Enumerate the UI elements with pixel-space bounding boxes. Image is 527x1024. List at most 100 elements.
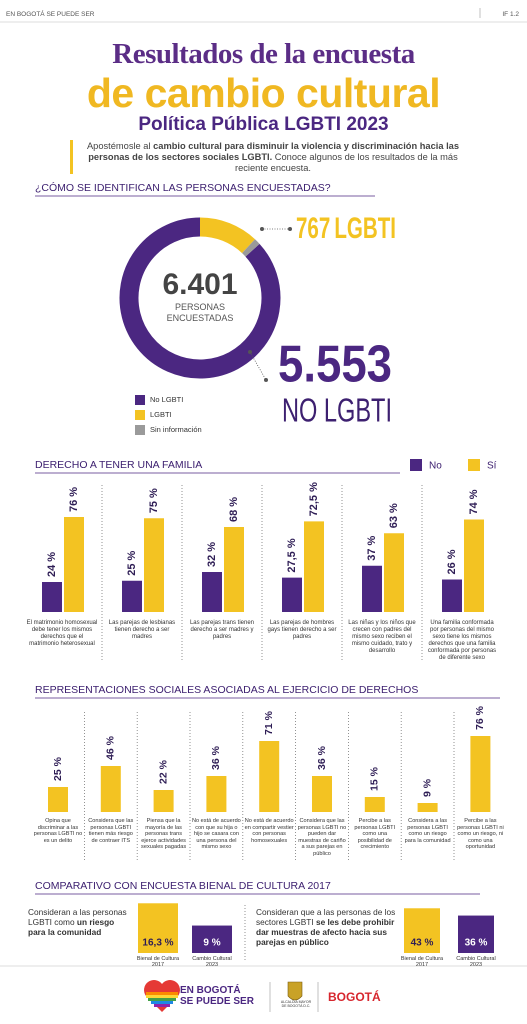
brand-tag: EN BOGOTÁ SE PUEDE SER xyxy=(6,11,95,18)
bar xyxy=(100,766,121,812)
value-label: 43 % xyxy=(411,938,434,949)
bogota-logo: BOGOTÁ xyxy=(328,990,381,1004)
value-label: 32 % xyxy=(206,542,218,567)
legend-label: Sí xyxy=(487,461,497,472)
value-label: 26 % xyxy=(446,549,458,574)
doc-code: IF 1.2 xyxy=(502,11,519,18)
category-label: Percibe a las personas LGBTI como una po… xyxy=(354,818,396,851)
value-label: 76 % xyxy=(68,487,80,512)
callout-dot xyxy=(248,350,252,354)
bar xyxy=(417,803,438,812)
value-label: 25 % xyxy=(126,550,138,575)
bar xyxy=(153,790,174,812)
bar xyxy=(458,915,494,953)
subtitle: Política Pública LGBTI 2023 xyxy=(138,114,389,135)
group-text: Consideran que a las personas de los sec… xyxy=(256,907,396,948)
legend-label: No xyxy=(429,461,442,472)
legend-label: Sin información xyxy=(150,425,202,434)
logo-line: SE PUEDE SER xyxy=(180,995,254,1007)
callout-line xyxy=(249,351,267,381)
category-label: Las parejas trans tienen derecho a ser m… xyxy=(189,620,255,641)
bar-label: Bienal de Cultura 2017 xyxy=(400,956,444,969)
category-label: Las parejas de hombres gays tienen derec… xyxy=(267,620,337,641)
category-label: Considera que las personas LGBTI no pued… xyxy=(297,818,347,857)
value-label: 9 % xyxy=(203,938,220,949)
bar xyxy=(202,572,222,612)
bar xyxy=(282,577,302,612)
bar-label: Cambio Cultural 2023 xyxy=(456,956,496,969)
value-label: 36 % xyxy=(316,745,328,770)
section-title: ¿CÓMO SE IDENTIFICAN LAS PERSONAS ENCUES… xyxy=(35,181,331,194)
callout-dot xyxy=(264,378,268,382)
value-label: 16,3 % xyxy=(142,938,173,949)
section-title: REPRESENTACIONES SOCIALES ASOCIADAS AL E… xyxy=(35,684,418,696)
value-label: 22 % xyxy=(157,759,169,784)
logo-line: EN BOGOTÁ xyxy=(180,985,241,996)
value-label: 36 % xyxy=(210,745,222,770)
group-text: Consideran a las personas LGBTI como un … xyxy=(28,907,130,938)
legend-label: No LGBTI xyxy=(150,395,183,404)
legend-swatch xyxy=(135,425,145,435)
category-label: Percibe a las personas LGBTI ni como un … xyxy=(457,818,504,851)
bar xyxy=(42,582,62,612)
value-label: 36 % xyxy=(465,938,488,949)
donut-slice xyxy=(199,217,256,254)
category-label: No está de acuerdo en compartir vestier … xyxy=(244,818,294,844)
value-label: 24 % xyxy=(46,552,58,577)
alcaldia: ALCALDÍA MAYOR DE BOGOTÁ D.C. xyxy=(280,1000,312,1008)
legend-swatch xyxy=(410,459,422,471)
category-label: Considera que las personas LGBTI tienen … xyxy=(88,818,134,844)
intro-part: cambio cultural para disminuir la violen… xyxy=(88,141,460,163)
value-label: 76 % xyxy=(474,705,486,730)
value-label: 72,5 % xyxy=(308,482,320,516)
category-label: No está de acuerdo con que su hija o hij… xyxy=(191,818,241,851)
category-label: Piensa que la mayoría de las personas tr… xyxy=(141,818,187,851)
text-part: un riesgo para la comunidad xyxy=(28,916,115,937)
callout: 767LGBTI xyxy=(296,212,396,245)
bar xyxy=(464,519,484,612)
footer-logo: EN BOGOTÁ SE PUEDE SER xyxy=(180,985,254,1007)
value-label: 68 % xyxy=(228,497,240,522)
heart-stripe xyxy=(151,1001,173,1004)
intro-accent xyxy=(70,140,73,174)
heart-stripe xyxy=(154,1004,170,1007)
bar xyxy=(224,527,244,612)
callout-text: LGBTI xyxy=(334,212,396,245)
bar xyxy=(259,741,280,812)
callout-dot xyxy=(288,227,292,231)
bar xyxy=(364,797,385,812)
legend-swatch xyxy=(135,395,145,405)
intro-part: Conoce algunos de los resultados de la m… xyxy=(235,152,458,174)
intro-part: Apostémosle al xyxy=(86,141,154,151)
bar-label: Bienal de Cultura 2017 xyxy=(136,956,180,969)
bar xyxy=(470,736,491,812)
category-label: Opina que discriminar a las personas LGB… xyxy=(33,818,83,844)
bar xyxy=(144,518,164,612)
donut-slice xyxy=(119,217,281,379)
center-label: PERSONAS ENCUESTADAS xyxy=(166,302,234,324)
donut-slice xyxy=(241,239,260,257)
category-label: Una familia conformada por personas del … xyxy=(427,620,497,662)
legend-swatch xyxy=(135,410,145,420)
callout-value: 767 xyxy=(296,212,330,245)
bar xyxy=(64,517,84,612)
category-label: Las parejas de lesbianas tienen derecho … xyxy=(108,620,176,641)
callout-dot xyxy=(260,227,264,231)
value-label: 71 % xyxy=(263,710,275,735)
intro: Apostémosle al cambio cultural para dism… xyxy=(78,141,468,174)
category-label: Las niñas y los niños que crecen con pad… xyxy=(348,620,416,655)
bar xyxy=(384,533,404,612)
heart-stripe xyxy=(146,995,178,998)
bar xyxy=(362,565,382,612)
value-label: 46 % xyxy=(105,735,117,760)
bar xyxy=(138,903,178,953)
bar xyxy=(206,776,227,812)
bar xyxy=(312,776,332,812)
title-line2: de cambio cultural xyxy=(86,70,441,116)
bar xyxy=(48,787,68,812)
bar xyxy=(304,521,324,612)
value-label: 75 % xyxy=(148,488,160,513)
crest xyxy=(287,981,303,1001)
